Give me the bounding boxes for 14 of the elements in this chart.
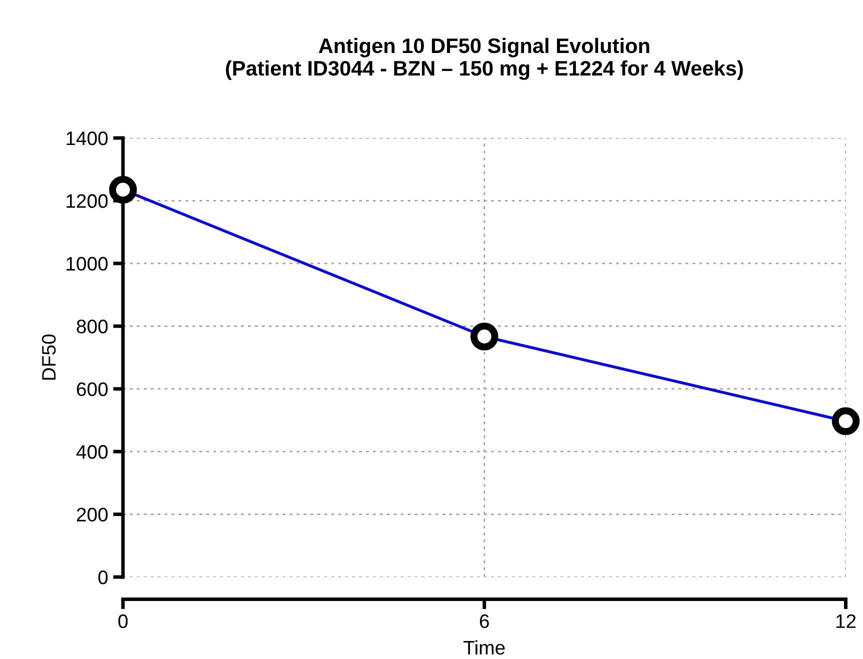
- y-tick-label: 600: [76, 382, 108, 396]
- x-tick-label: 0: [118, 614, 128, 628]
- y-tick-label: 800: [76, 320, 108, 334]
- x-axis-title: Time: [464, 640, 505, 655]
- y-tick-label: 200: [76, 508, 108, 522]
- y-tick-label: 1400: [66, 131, 108, 146]
- y-tick-label: 1200: [66, 194, 108, 208]
- y-tick-label: 0: [98, 570, 108, 584]
- y-axis-title: DF50: [42, 334, 56, 380]
- y-tick-label: 1000: [66, 256, 108, 271]
- x-tick-label: 6: [480, 614, 489, 628]
- y-tick-label: 400: [76, 445, 108, 459]
- x-tick-label: 12: [836, 614, 856, 628]
- chart-title: Antigen 10 DF50 Signal Evolution (Patient ID3044 - BZN – 150 mg + E1224 for 4 Weeks): [226, 38, 743, 80]
